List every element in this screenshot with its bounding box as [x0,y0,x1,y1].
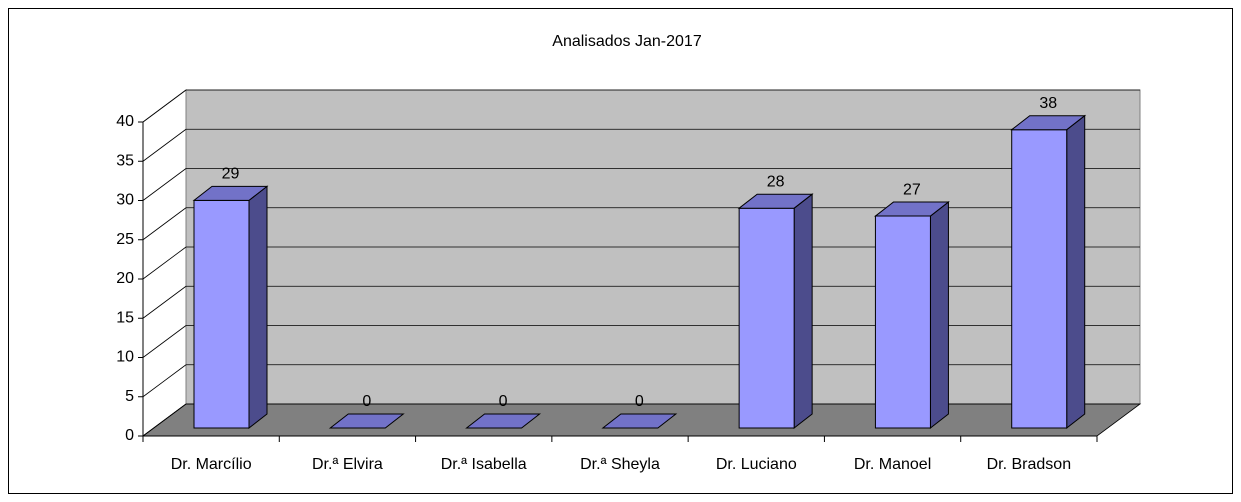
grid-line [142,207,187,241]
grid-line [142,325,187,358]
bar-top [737,193,814,209]
bar-side [1066,114,1086,430]
bar-top [1010,115,1087,131]
bar [328,413,405,429]
bar [465,413,542,429]
bar [192,185,269,430]
x-tick-label: Dr. Luciano [716,456,797,473]
grid-line [142,89,187,123]
data-label: 38 [1039,95,1057,112]
x-tick-label: Dr.ª Sheyla [580,456,660,473]
bar-top [192,185,269,201]
y-tick-label: 15 [116,309,134,326]
grid-line [142,403,187,437]
bar [601,413,678,429]
bar-top [873,201,950,217]
y-tick-label: 0 [125,427,134,444]
grid-line [142,364,187,398]
grid-line [142,168,187,201]
x-tick-label: Dr. Marcílio [171,456,252,473]
data-label: 0 [362,393,371,410]
bar-front [738,207,795,429]
bar [1010,114,1087,430]
data-label: 0 [499,393,508,410]
x-tick-label: Dr.ª Elvira [312,456,383,473]
data-label: 28 [767,173,785,190]
grid-line [142,128,187,162]
x-tick-label: Dr.ª Isabella [441,456,527,473]
y-tick-label: 35 [116,152,134,169]
y-tick-label: 10 [116,349,134,366]
y-tick-label: 20 [116,270,134,287]
bar-top [465,413,542,429]
bar [873,201,950,430]
bar-side [248,185,268,430]
bar-front [1011,129,1068,429]
data-label: 29 [222,166,240,183]
bar-front [874,215,931,429]
x-tick-label: Dr. Manoel [854,456,931,473]
y-tick-label: 40 [116,113,134,130]
bar-side [793,193,813,430]
y-tick-label: 30 [116,192,134,209]
grid-line [142,246,187,280]
chart-title: Analisados Jan-2017 [552,33,702,50]
bar-front [193,199,250,429]
x-tick-label: Dr. Bradson [987,456,1071,473]
bar-top [328,413,405,429]
bar-top [601,413,678,429]
y-tick-label: 25 [116,231,134,248]
data-label: 0 [635,393,644,410]
y-tick-label: 5 [125,388,134,405]
bar [737,193,814,430]
grid-line [142,285,187,319]
bar-side [929,201,949,430]
data-label: 27 [903,181,921,198]
